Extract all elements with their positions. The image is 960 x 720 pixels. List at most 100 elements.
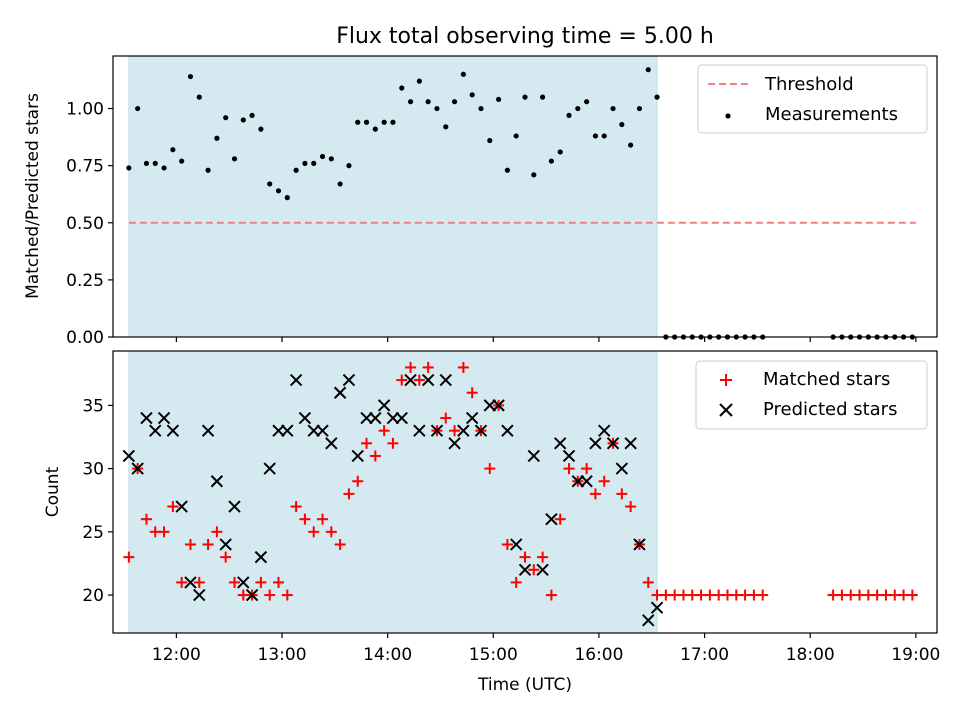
x-tick-label: 15:00 (469, 645, 518, 665)
predicted-star-point (351, 449, 364, 463)
matched-star-point (123, 551, 135, 563)
matched-star-point (352, 475, 364, 487)
top-legend-box (697, 64, 928, 134)
matched-star-point (519, 551, 531, 563)
predicted-star-point (245, 588, 259, 602)
measurement-point (152, 160, 158, 166)
bottom-y-ticks: 20 25 30 35 (82, 396, 113, 606)
legend-matched-swatch (720, 374, 732, 386)
matched-star-point (616, 488, 628, 500)
legend-threshold-label: Threshold (764, 74, 854, 95)
y-tick-label: 0.00 (66, 328, 104, 348)
measurement-point (645, 67, 651, 73)
predicted-star-point (413, 424, 426, 437)
x-tick-label: 16:00 (574, 645, 623, 665)
predicted-star-point (598, 424, 611, 437)
x-tick-label: 14:00 (363, 645, 412, 665)
predicted-star-point (474, 424, 488, 437)
matched-star-point (598, 475, 610, 487)
matched-star-point (757, 589, 769, 601)
y-tick-label: 25 (82, 523, 104, 543)
matched-star-point (361, 437, 373, 449)
y-tick-label: 20 (82, 586, 104, 606)
measurement-point (355, 119, 361, 125)
measurement-point (434, 105, 440, 112)
y-tick-label: 1.00 (66, 100, 104, 120)
predicted-star-point (122, 449, 136, 463)
matched-star-point (554, 513, 566, 525)
matched-star-point (228, 576, 240, 588)
matched-star-point (581, 463, 593, 475)
predicted-star-point (219, 538, 232, 551)
matched-star-point (369, 450, 381, 462)
predicted-star-point (369, 411, 382, 425)
predicted-star-point (281, 424, 294, 437)
top-x-ticks (175, 337, 917, 342)
predicted-star-point (316, 424, 329, 437)
measurement-point (584, 99, 590, 105)
matched-star-point (343, 488, 355, 500)
predicted-star-point (633, 538, 646, 551)
top-y-axis-label: Matched/Predicted stars (23, 93, 43, 299)
top-axes-frame (112, 55, 938, 338)
measurement-point (293, 167, 299, 173)
measurement-point (319, 153, 326, 160)
measurement-point (513, 133, 519, 139)
x-tick-label: 13:00 (258, 645, 307, 665)
predicted-star-point (175, 500, 188, 513)
predicted-star-point (149, 424, 162, 437)
y-tick-label: 30 (82, 460, 104, 480)
measurement-point (531, 172, 537, 178)
predicted-star-point (430, 424, 444, 437)
legend-predicted-swatch (719, 403, 733, 417)
measurement-point (328, 156, 334, 162)
measurement-point (390, 119, 396, 125)
matched-star-point (167, 501, 179, 513)
matched-star-point (563, 463, 575, 475)
predicted-star-point (404, 373, 417, 387)
predicted-star-point (465, 411, 479, 425)
measurement-point (346, 163, 352, 169)
measurement-point (478, 105, 484, 112)
predicted-star-point (421, 373, 435, 387)
measurement-point (337, 181, 343, 187)
matched-star-points (123, 361, 918, 601)
matched-star-point (642, 576, 654, 588)
measurement-point (548, 158, 555, 164)
predicted-star-point (509, 538, 523, 551)
measurement-point (249, 112, 255, 118)
predicted-star-point (272, 424, 285, 437)
measurement-point (540, 94, 546, 100)
matched-star-point (264, 589, 276, 601)
measurement-point (311, 160, 317, 166)
predicted-star-point (386, 411, 400, 425)
observing-window-span (128, 55, 658, 338)
predicted-star-point (157, 411, 171, 425)
predicted-star-point (527, 449, 541, 463)
matched-star-point (906, 589, 918, 601)
matched-star-point (440, 412, 452, 424)
predicted-star-point (395, 411, 408, 425)
matched-star-point (537, 551, 549, 563)
matched-star-point (273, 576, 285, 588)
measurement-point (592, 133, 599, 139)
matched-star-point (140, 513, 152, 525)
x-tick-label: 19:00 (891, 645, 940, 665)
measurement-point (566, 112, 572, 118)
measurement-point (557, 149, 563, 155)
measurement-point (302, 160, 308, 166)
measurement-point (619, 121, 625, 128)
predicted-star-point (501, 424, 514, 437)
matched-star-point (378, 425, 390, 437)
matched-star-point (466, 387, 478, 399)
bottom-legend: Matched stars Predicted stars (695, 360, 928, 430)
matched-star-point (299, 513, 311, 525)
predicted-star-points (122, 373, 664, 627)
predicted-star-point (210, 475, 224, 488)
measurement-point (460, 71, 466, 77)
predicted-star-point (650, 601, 664, 614)
measurement-point (504, 167, 510, 173)
matched-star-point (545, 589, 557, 601)
measurement-point (372, 126, 378, 132)
predicted-star-point (642, 614, 655, 627)
